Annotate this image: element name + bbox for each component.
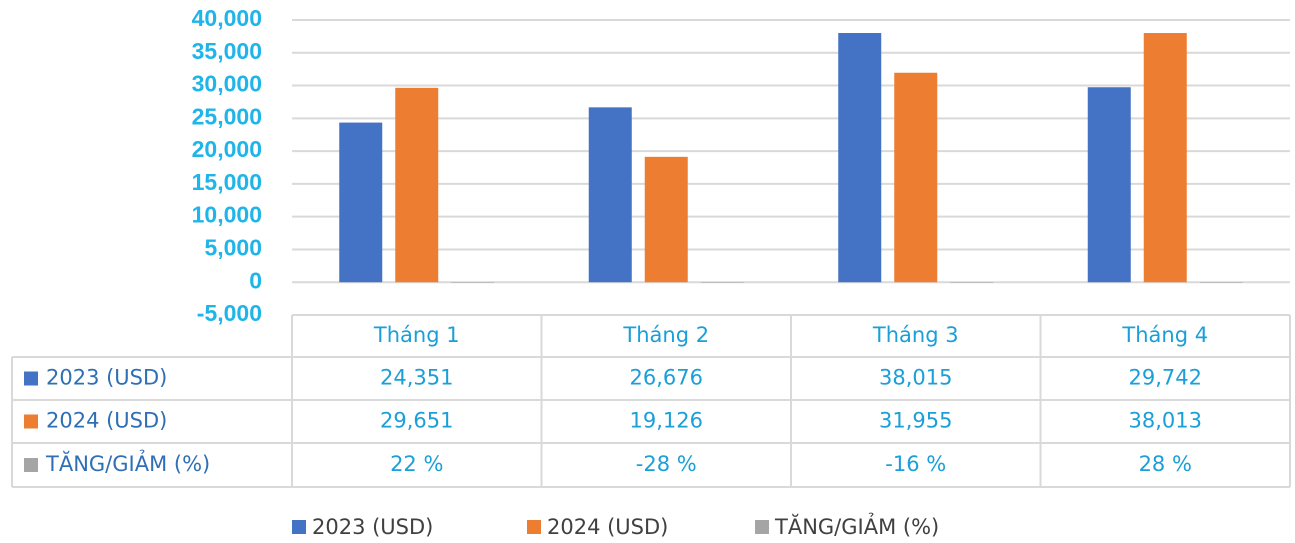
table-row-name: TĂNG/GIẢM (%) — [45, 450, 210, 476]
y-tick-label: 20,000 — [192, 136, 262, 162]
table-value: 28 % — [1139, 452, 1192, 476]
table-value: 26,676 — [630, 366, 703, 390]
bar — [339, 122, 383, 283]
legend-label: TĂNG/GIẢM (%) — [774, 513, 939, 539]
legend-key — [755, 520, 769, 534]
table-value: 38,013 — [1129, 409, 1202, 433]
table-value: 29,651 — [380, 409, 453, 433]
y-tick-label: 15,000 — [192, 169, 262, 195]
y-tick-label: 35,000 — [192, 38, 262, 64]
bar — [838, 33, 882, 283]
legend-key — [527, 520, 541, 534]
bar — [588, 107, 632, 283]
table-legend-key — [24, 458, 38, 472]
table-legend-key — [24, 371, 38, 386]
bar — [894, 72, 938, 283]
table-value: 22 % — [390, 452, 443, 476]
x-tick-label: Tháng 2 — [622, 323, 709, 347]
bar — [644, 156, 688, 283]
bar — [700, 282, 744, 283]
bar — [395, 87, 439, 283]
bar — [1199, 282, 1243, 283]
legend-label: 2024 (USD) — [547, 515, 668, 539]
table-row-name: 2023 (USD) — [46, 366, 167, 390]
bar — [950, 282, 994, 283]
table-value: 31,955 — [879, 409, 952, 433]
x-tick-label: Tháng 4 — [1121, 323, 1208, 347]
y-tick-label: 10,000 — [192, 202, 262, 228]
y-tick-label: -5,000 — [197, 300, 262, 326]
table-value: -28 % — [636, 452, 697, 476]
table-value: -16 % — [885, 452, 946, 476]
y-tick-label: 25,000 — [192, 103, 262, 129]
bar — [1143, 33, 1187, 283]
table-row-name: 2024 (USD) — [46, 409, 167, 433]
y-tick-label: 5,000 — [204, 235, 262, 261]
y-tick-label: 0 — [249, 267, 262, 293]
bar — [1087, 87, 1131, 283]
table-value: 29,742 — [1129, 366, 1202, 390]
y-tick-label: 30,000 — [192, 71, 262, 97]
legend-label: 2023 (USD) — [312, 515, 433, 539]
x-tick-label: Tháng 1 — [373, 323, 460, 347]
table-legend-key — [24, 414, 38, 429]
table-value: 24,351 — [380, 366, 453, 390]
legend-key — [292, 520, 306, 534]
y-tick-label: 40,000 — [192, 5, 262, 31]
table-value: 19,126 — [630, 409, 703, 433]
table-value: 38,015 — [879, 366, 952, 390]
bar — [451, 282, 495, 283]
x-tick-label: Tháng 3 — [872, 323, 959, 347]
